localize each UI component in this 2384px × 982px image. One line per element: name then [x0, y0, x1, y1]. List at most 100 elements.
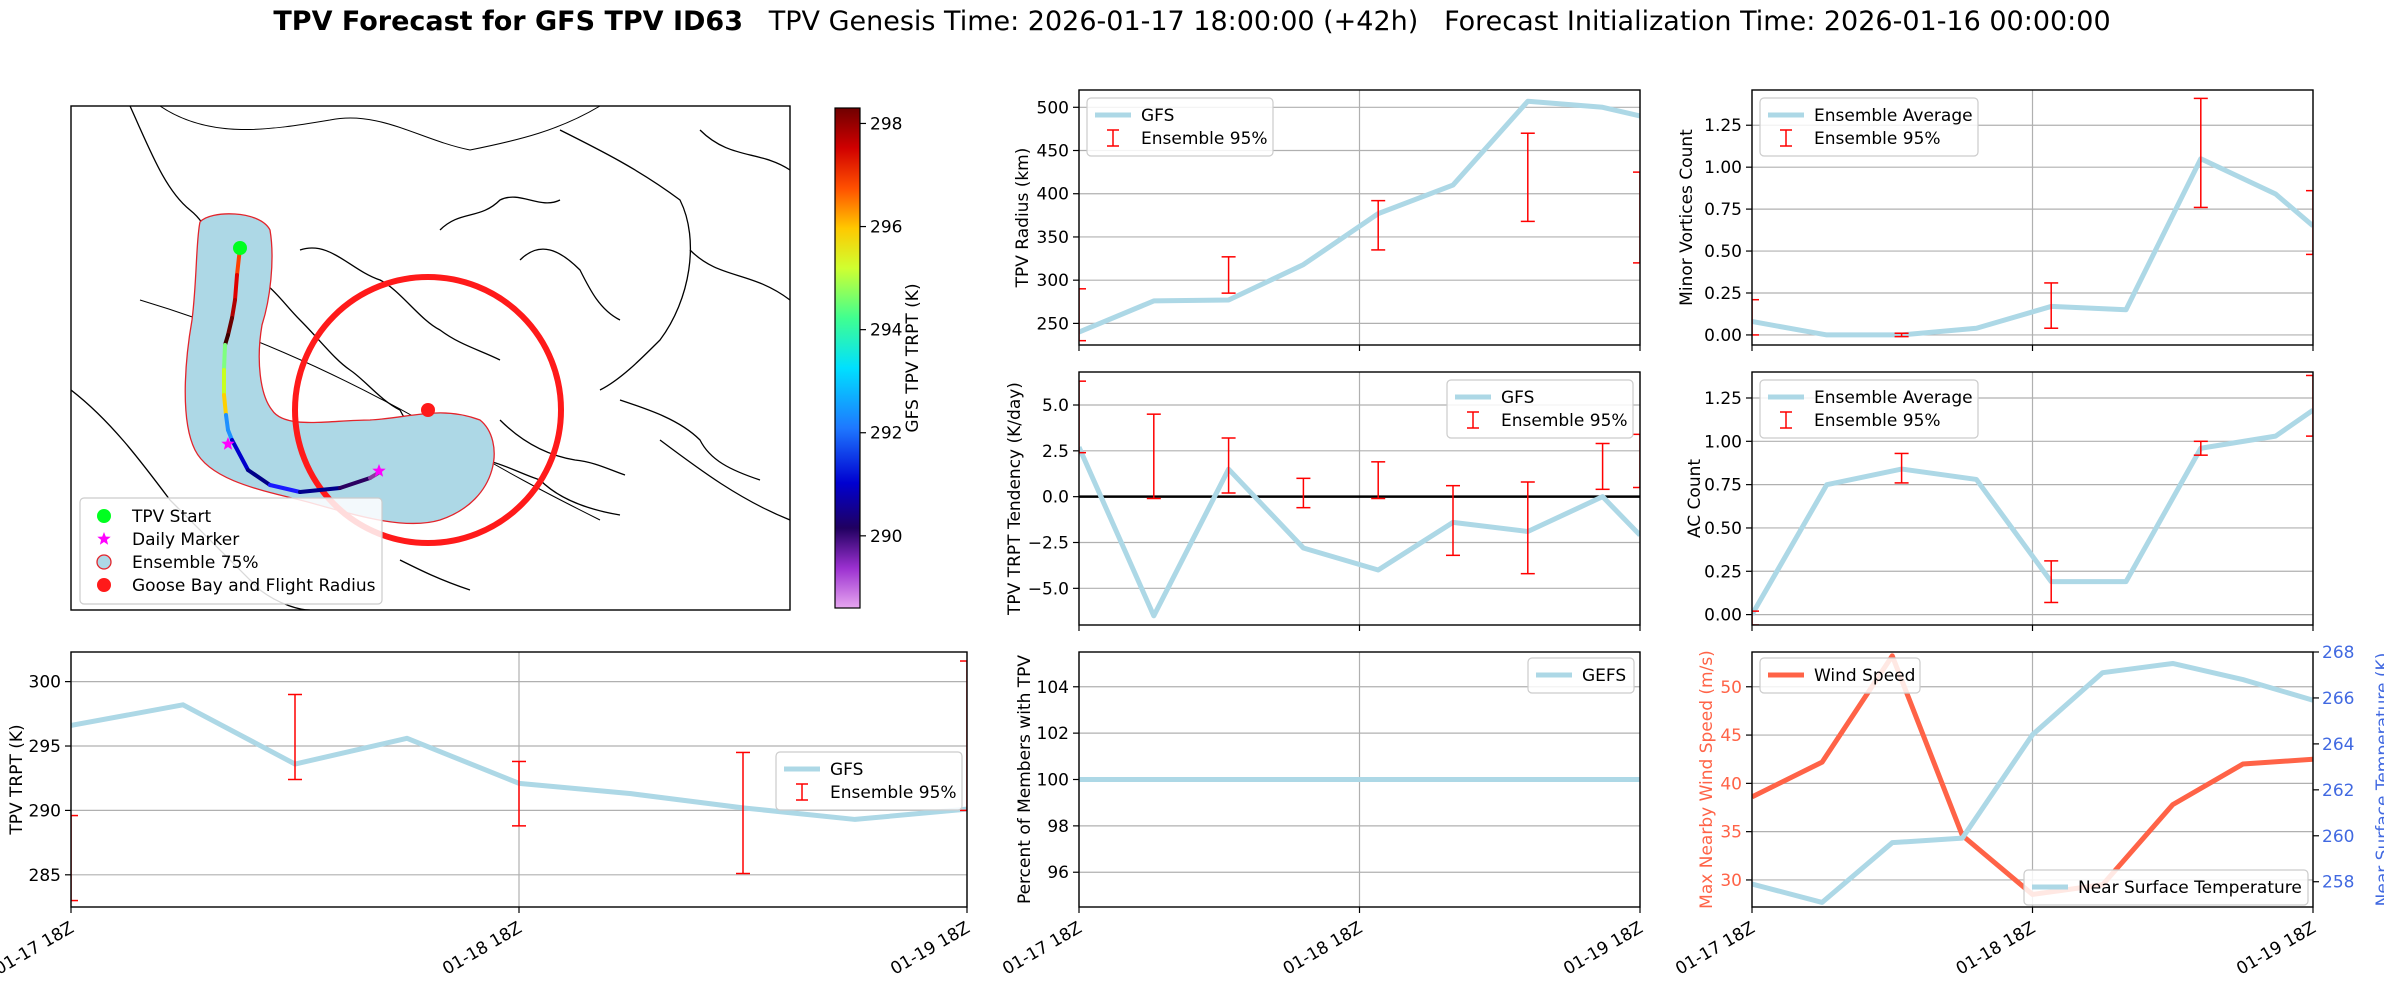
x-tick-label: 01-18 18Z [1280, 918, 1366, 979]
y-tick-label: 40 [1720, 774, 1742, 794]
map-frame [70, 105, 791, 611]
y-tick-label: 0.25 [1704, 562, 1742, 582]
y-tick-label: 250 [1037, 314, 1069, 334]
coastline [499, 419, 626, 476]
y-tick-label: 0.25 [1704, 284, 1742, 304]
y-tick-label: 45 [1720, 726, 1742, 746]
panel-trpt: 285 290 295 300 01-17 18Z 01-18 18Z 01-19 18Z T… [0, 651, 974, 979]
y-tick-label: 300 [29, 673, 61, 693]
y-tick-label: 104 [1037, 678, 1069, 698]
y-tick-label: 100 [1037, 771, 1069, 791]
legend-label: Ensemble 75% [132, 553, 259, 573]
y-tick-label: −2.5 [1028, 534, 1069, 554]
coastline [439, 196, 561, 231]
y-tick-label: 350 [1037, 228, 1069, 248]
y2-tick-label: 266 [2322, 689, 2354, 709]
y-axis-label: TPV TRPT Tendency (K/day) [1005, 382, 1025, 616]
panel-minor: 0.00 0.25 0.50 0.75 1.00 1.25 Minor Vortices C… [1677, 89, 2314, 351]
track-segment [226, 316, 234, 337]
y-tick-label: 1.00 [1704, 158, 1742, 178]
y-axis-label: TPV Radius (km) [1013, 148, 1033, 289]
legend-label: Ensemble 95% [1501, 411, 1628, 431]
legend-label: Ensemble 95% [1141, 129, 1268, 149]
x-tick-label: 01-17 18Z [1672, 918, 1758, 979]
plot-area [1752, 374, 2313, 625]
series-line-temperature [1752, 660, 2313, 905]
legend-box [1759, 97, 1979, 157]
legend-swatch-star [97, 532, 111, 545]
legend-label: Ensemble 95% [1814, 411, 1941, 431]
track-segment [246, 468, 272, 487]
x-tick-label: 01-18 18Z [439, 918, 525, 979]
coastline [399, 559, 471, 591]
y2-axis-label: Near Surface Temperature (K) [2373, 653, 2384, 907]
colorbar [834, 107, 861, 609]
colorbar-tick-label: 294 [870, 321, 902, 341]
y-tick-label: 0.75 [1704, 476, 1742, 496]
legend-label: GFS [1501, 388, 1534, 408]
coastline [689, 249, 790, 301]
title-main: TPV Forecast for GFS TPV ID63 [273, 6, 743, 37]
panel-percent: 96 98 100 102 104 01-17 18Z 01-18 18Z 01-19 18Z… [999, 651, 1647, 979]
flight-radius-circle [292, 274, 564, 546]
y-tick-label: 0.50 [1704, 519, 1742, 539]
legend-label: GFS [830, 760, 863, 780]
daily-marker [372, 464, 386, 477]
legend-swatch-goose-bay [97, 578, 111, 592]
y-tick-label: 450 [1037, 142, 1069, 162]
y2-tick-label: 268 [2322, 643, 2354, 663]
y-tick-label: 300 [1037, 271, 1069, 291]
x-tick-label: 01-17 18Z [999, 918, 1085, 979]
track-segment [224, 413, 230, 432]
coastline [619, 399, 761, 481]
y-axis-label: Max Nearby Wind Speed (m/s) [1697, 650, 1717, 909]
legend-box [1527, 657, 1635, 694]
panel-map: TPV Start Daily Marker Ensemble 75% Goose B… [70, 105, 923, 611]
y-tick-label: 1.25 [1704, 116, 1742, 136]
x-tick-label: 01-19 18Z [2233, 918, 2319, 979]
coastline [699, 129, 790, 171]
legend-label: GEFS [1582, 666, 1626, 686]
y2-tick-label: 258 [2322, 873, 2354, 893]
goose-bay-marker [421, 403, 435, 417]
legend-box [1759, 379, 1979, 439]
panel-wind_temp: 258 260 262 264 266 268 Near Surface Temperatu… [1672, 643, 2384, 979]
y-tick-label: 1.00 [1704, 432, 1742, 452]
y-axis-label: TPV TRPT (K) [7, 724, 27, 835]
title-genesis: TPV Genesis Time: 2026-01-17 18:00:00 (+… [768, 6, 1419, 37]
y-tick-label: 500 [1037, 98, 1069, 118]
x-tick-label: 01-17 18Z [0, 918, 78, 979]
colorbar-tick-label: 292 [870, 424, 902, 444]
y-axis-label: Minor Vortices Count [1677, 129, 1697, 306]
map-area [71, 106, 790, 610]
y2-tick-label: 264 [2322, 735, 2354, 755]
legend-label: GFS [1141, 106, 1174, 126]
figure-title: TPV Forecast for GFS TPV ID63 TPV Genesi… [0, 6, 2384, 37]
legend-label: Ensemble 95% [830, 783, 957, 803]
y-axis-label: AC Count [1685, 459, 1705, 538]
legend-swatch-start [97, 509, 111, 523]
border-line [159, 106, 601, 151]
legend-label: Goose Bay and Flight Radius [132, 576, 376, 596]
y-tick-label: 102 [1037, 724, 1069, 744]
x-tick-label: 01-19 18Z [1560, 918, 1646, 979]
legend-box [1759, 657, 1921, 694]
legend-label: TPV Start [131, 507, 212, 527]
colorbar-label: GFS TPV TRPT (K) [903, 283, 923, 432]
panel-radius: 250 300 350 400 450 500 TPV Radius (km) GFS Ense… [1013, 89, 1641, 351]
plot-area [1752, 97, 2313, 338]
plot-area [1079, 98, 1640, 342]
legend-label: Near Surface Temperature [2078, 878, 2302, 898]
legend-box [1086, 97, 1274, 157]
series-line-gfs [1079, 446, 1640, 619]
title-init: Forecast Initialization Time: 2026-01-16… [1444, 6, 2111, 37]
legend-box [2023, 869, 2309, 906]
legend-label: Wind Speed [1814, 666, 1915, 686]
coastline [559, 129, 691, 391]
y-tick-label: −5.0 [1028, 579, 1069, 599]
legend-box [79, 497, 383, 605]
legend-label: Ensemble 95% [1814, 129, 1941, 149]
y-tick-label: 96 [1047, 863, 1069, 883]
y-tick-label: 98 [1047, 817, 1069, 837]
